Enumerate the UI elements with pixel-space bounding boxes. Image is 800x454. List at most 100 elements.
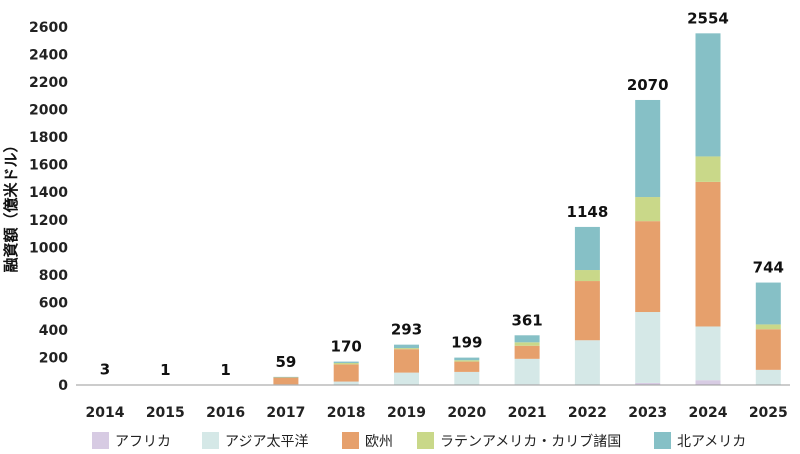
total-label: 361 xyxy=(511,311,542,329)
legend-label: アジア太平洋 xyxy=(225,434,308,450)
total-label: 59 xyxy=(275,353,296,371)
x-tick-label: 2019 xyxy=(387,405,426,421)
legend-swatch xyxy=(92,432,109,449)
x-axis-ticks: 2014 2015 2016 2017 2018 2019 2020 2021 2022 2023… xyxy=(86,405,788,421)
bar-segment xyxy=(635,382,661,385)
y-tick-label: 1800 xyxy=(29,130,68,146)
y-tick-label: 2200 xyxy=(29,75,68,91)
bar-segment xyxy=(333,381,359,385)
legend-label: アフリカ xyxy=(115,434,171,450)
total-label: 2554 xyxy=(687,9,729,27)
y-tick-label: 0 xyxy=(58,378,68,394)
legend-swatch xyxy=(417,432,434,449)
bar-stack-2021 xyxy=(514,335,540,385)
bar-segment xyxy=(514,358,540,385)
x-tick-label: 2014 xyxy=(86,405,125,421)
bar-segment xyxy=(333,364,359,382)
total-label: 1148 xyxy=(567,203,609,221)
bar-segment xyxy=(695,380,721,385)
bar-segment xyxy=(695,181,721,327)
bar-segment xyxy=(394,344,419,349)
legend-item: ラテンアメリカ・カリブ諸国 xyxy=(417,432,621,450)
x-tick-label: 2022 xyxy=(568,405,607,421)
bar-stack-2024 xyxy=(695,33,721,385)
total-labels: 3 1 1 59 170 293 199 361 1148 2070 2554 744 xyxy=(100,9,784,379)
bar-segment xyxy=(695,326,721,381)
bar-segment xyxy=(333,362,359,365)
total-label: 199 xyxy=(451,334,482,352)
bar-segment xyxy=(574,281,600,341)
x-tick-label: 2021 xyxy=(508,405,547,421)
bar-segment xyxy=(755,329,781,370)
x-tick-label: 2016 xyxy=(206,405,245,421)
bar-segment xyxy=(695,33,721,157)
bar-stack-2020 xyxy=(454,357,480,385)
y-axis-label-group: 融資額（億米ドル） xyxy=(2,137,20,272)
total-label: 1 xyxy=(160,361,170,379)
y-tick-label: 2400 xyxy=(29,48,68,64)
bar-stack-2023 xyxy=(635,99,661,385)
bar-segment xyxy=(514,342,540,346)
legend-item: アフリカ xyxy=(92,432,171,450)
legend-item: アジア太平洋 xyxy=(202,432,308,450)
bar-segment xyxy=(273,376,299,378)
x-tick-label: 2018 xyxy=(327,405,366,421)
bar-segment xyxy=(333,361,359,363)
y-axis-ticks: 0 200 400 600 800 1000 1200 1400 1600 1800 2000 220… xyxy=(29,20,68,394)
legend-swatch xyxy=(342,432,359,449)
bar-segment xyxy=(635,99,661,198)
bar-segment xyxy=(635,197,661,222)
bar-stack-2025 xyxy=(755,282,781,385)
total-label: 3 xyxy=(100,361,110,379)
x-tick-label: 2025 xyxy=(749,405,788,421)
y-tick-label: 1000 xyxy=(29,240,68,256)
bar-segment xyxy=(454,357,480,361)
x-tick-label: 2017 xyxy=(266,405,305,421)
bar-segment xyxy=(755,282,781,325)
bar-stack-2019 xyxy=(394,344,419,385)
y-tick-label: 2600 xyxy=(29,20,68,36)
bar-segment xyxy=(394,349,419,373)
legend-label: 北アメリカ xyxy=(677,434,746,450)
legend-item: 欧州 xyxy=(342,432,393,450)
y-tick-label: 400 xyxy=(39,323,68,339)
bar-stack-2017 xyxy=(273,376,299,385)
total-label: 170 xyxy=(331,338,362,356)
total-label: 744 xyxy=(753,259,784,277)
y-tick-label: 200 xyxy=(39,350,68,366)
y-tick-label: 1200 xyxy=(29,213,68,229)
bar-segment xyxy=(755,324,781,330)
bar-segment xyxy=(454,371,480,385)
total-label: 1 xyxy=(220,361,230,379)
bar-segment xyxy=(454,361,480,372)
total-label: 2070 xyxy=(627,76,669,94)
bar-segment xyxy=(755,369,781,385)
bar-stack-2022 xyxy=(574,226,600,385)
legend-swatch xyxy=(202,432,219,449)
bar-segment xyxy=(394,372,419,385)
bar-segment xyxy=(695,156,721,182)
legend: アフリカ アジア太平洋 欧州 ラテンアメリカ・カリブ諸国 北アメリカ xyxy=(92,432,746,450)
x-tick-label: 2023 xyxy=(628,405,667,421)
y-tick-label: 1600 xyxy=(29,158,68,174)
bar-segment xyxy=(635,221,661,313)
legend-item: 北アメリカ xyxy=(654,432,746,450)
bar-segment xyxy=(574,340,600,385)
legend-label: ラテンアメリカ・カリブ諸国 xyxy=(440,433,621,450)
bar-segment xyxy=(273,377,299,385)
x-tick-label: 2015 xyxy=(146,405,185,421)
total-label: 293 xyxy=(391,321,422,339)
bar-segment xyxy=(574,270,600,282)
bar-segment xyxy=(574,226,600,271)
y-tick-label: 600 xyxy=(39,295,68,311)
legend-swatch xyxy=(654,432,671,449)
y-tick-label: 2000 xyxy=(29,103,68,119)
bar-stack-2018 xyxy=(333,361,359,385)
bar-segment xyxy=(454,360,480,362)
x-tick-label: 2024 xyxy=(689,405,728,421)
y-axis-label: 融資額（億米ドル） xyxy=(2,137,20,272)
bar-segment xyxy=(514,335,540,343)
bar-stacks xyxy=(92,33,781,386)
bar-segment xyxy=(635,312,661,383)
